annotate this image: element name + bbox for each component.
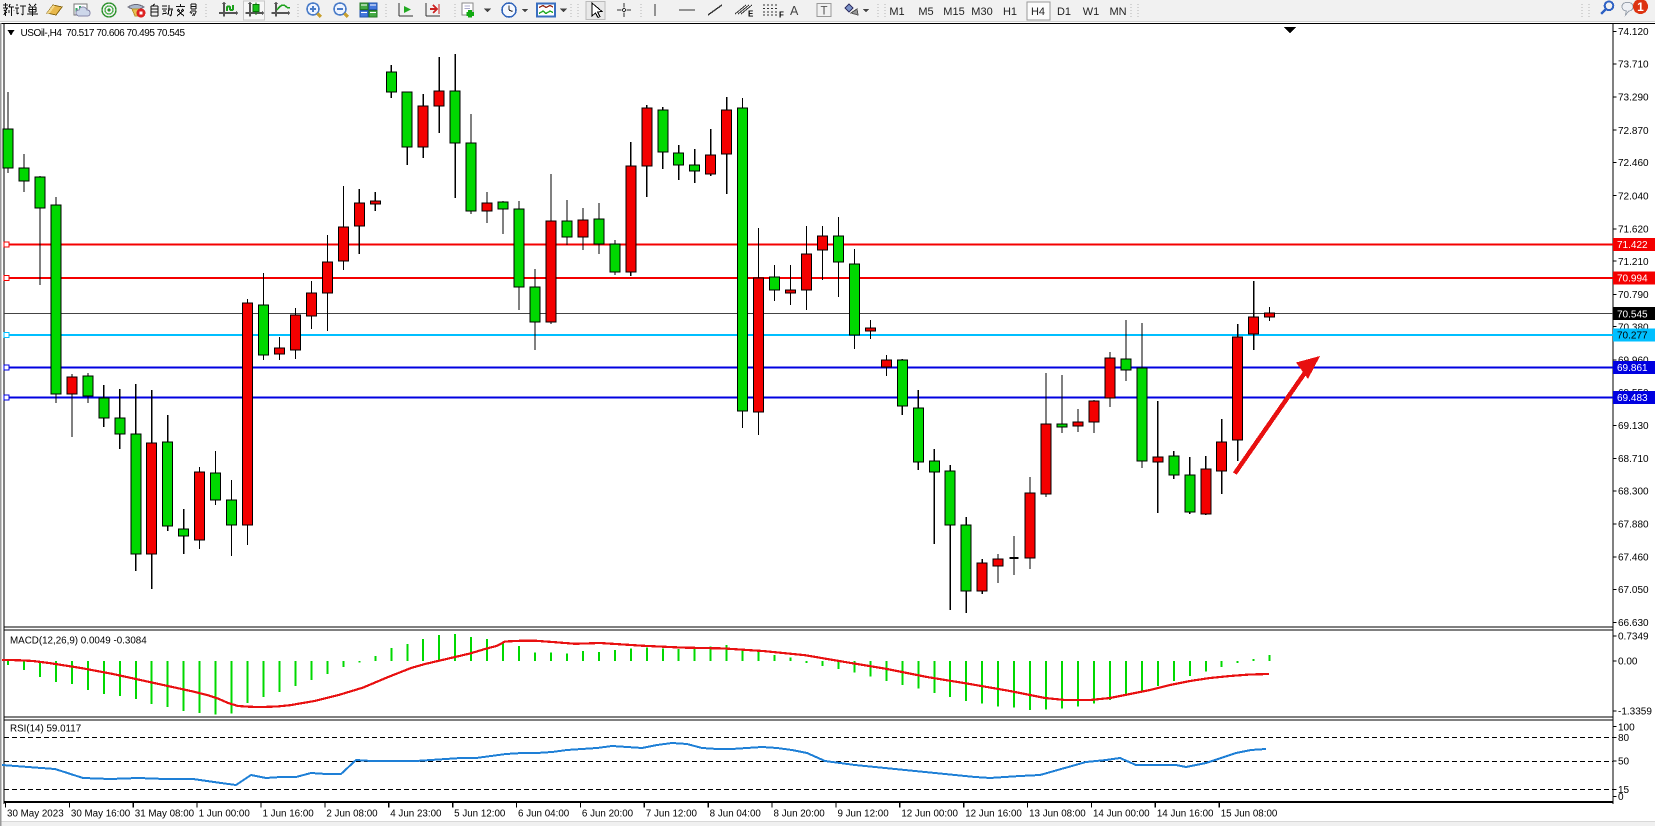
svg-text:USOil-,H4 70.517 70.606 70.49: USOil-,H4 70.517 70.606 70.495 70.545 (21, 28, 186, 39)
svg-text:74.120: 74.120 (1618, 27, 1649, 38)
svg-text:H4: H4 (1031, 6, 1045, 18)
svg-text:7 Jun 12:00: 7 Jun 12:00 (646, 809, 698, 820)
svg-text:70.545: 70.545 (1617, 309, 1648, 320)
svg-text:15: 15 (1618, 785, 1630, 796)
svg-text:W1: W1 (1083, 6, 1100, 18)
svg-text:71.422: 71.422 (1617, 240, 1648, 251)
svg-text:70.994: 70.994 (1617, 274, 1648, 285)
svg-text:0: 0 (1618, 792, 1624, 803)
svg-text:67.050: 67.050 (1618, 585, 1649, 596)
svg-text:72.460: 72.460 (1618, 158, 1649, 169)
svg-text:67.460: 67.460 (1618, 553, 1649, 564)
svg-text:A: A (790, 4, 799, 18)
svg-text:71.210: 71.210 (1618, 257, 1649, 268)
svg-text:69.861: 69.861 (1617, 363, 1648, 374)
svg-text:E: E (748, 10, 754, 19)
svg-text:13 Jun 08:00: 13 Jun 08:00 (1029, 809, 1086, 820)
svg-text:4 Jun 23:00: 4 Jun 23:00 (390, 809, 442, 820)
svg-text:14 Jun 16:00: 14 Jun 16:00 (1157, 809, 1214, 820)
svg-text:12 Jun 16:00: 12 Jun 16:00 (965, 809, 1022, 820)
svg-text:70.380: 70.380 (1618, 322, 1649, 333)
svg-text:1: 1 (1637, 0, 1644, 14)
svg-text:30 May 2023: 30 May 2023 (7, 809, 64, 820)
svg-text:72.870: 72.870 (1618, 126, 1649, 137)
svg-text:50: 50 (1618, 757, 1630, 768)
svg-text:8 Jun 20:00: 8 Jun 20:00 (774, 809, 826, 820)
svg-text:100: 100 (1618, 722, 1635, 733)
svg-text:2 Jun 08:00: 2 Jun 08:00 (326, 809, 378, 820)
svg-text:MACD(12,26,9) 0.0049 -0.3084: MACD(12,26,9) 0.0049 -0.3084 (10, 636, 147, 647)
svg-text:6 Jun 20:00: 6 Jun 20:00 (582, 809, 634, 820)
svg-text:0.00: 0.00 (1618, 657, 1638, 668)
svg-text:1 Jun 16:00: 1 Jun 16:00 (263, 809, 315, 820)
svg-text:8 Jun 04:00: 8 Jun 04:00 (710, 809, 762, 820)
svg-text:1 Jun 00:00: 1 Jun 00:00 (199, 809, 251, 820)
svg-text:5 Jun 12:00: 5 Jun 12:00 (454, 809, 506, 820)
svg-text:M1: M1 (889, 6, 904, 18)
svg-text:31 May 08:00: 31 May 08:00 (135, 809, 195, 820)
svg-text:67.880: 67.880 (1618, 520, 1649, 531)
svg-text:68.300: 68.300 (1618, 487, 1649, 498)
svg-text:MN: MN (1109, 6, 1126, 18)
svg-text:69.483: 69.483 (1617, 393, 1648, 404)
svg-text:71.620: 71.620 (1618, 225, 1649, 236)
svg-text:70.790: 70.790 (1618, 290, 1649, 301)
svg-text:0.7349: 0.7349 (1618, 632, 1649, 643)
svg-text:D1: D1 (1057, 6, 1071, 18)
svg-text:M5: M5 (918, 6, 933, 18)
svg-text:80: 80 (1618, 733, 1630, 744)
svg-text:-1.3359: -1.3359 (1618, 707, 1652, 718)
svg-text:70.277: 70.277 (1617, 331, 1648, 342)
svg-text:9 Jun 12:00: 9 Jun 12:00 (837, 809, 889, 820)
svg-text:73.710: 73.710 (1618, 60, 1649, 71)
svg-text:12 Jun 00:00: 12 Jun 00:00 (901, 809, 958, 820)
svg-text:73.290: 73.290 (1618, 93, 1649, 104)
svg-text:30 May 16:00: 30 May 16:00 (71, 809, 131, 820)
svg-text:14 Jun 00:00: 14 Jun 00:00 (1093, 809, 1150, 820)
svg-text:F: F (779, 11, 784, 20)
svg-text:M15: M15 (943, 6, 964, 18)
svg-text:T: T (821, 6, 828, 18)
svg-text:H1: H1 (1003, 6, 1017, 18)
svg-text:15 Jun 08:00: 15 Jun 08:00 (1221, 809, 1278, 820)
svg-text:6 Jun 04:00: 6 Jun 04:00 (518, 809, 570, 820)
svg-text:M30: M30 (971, 6, 992, 18)
svg-text:68.710: 68.710 (1618, 454, 1649, 465)
svg-text:66.630: 66.630 (1618, 618, 1649, 629)
svg-text:72.040: 72.040 (1618, 191, 1649, 202)
svg-text:69.130: 69.130 (1618, 421, 1649, 432)
svg-text:RSI(14) 59.0117: RSI(14) 59.0117 (10, 724, 81, 735)
